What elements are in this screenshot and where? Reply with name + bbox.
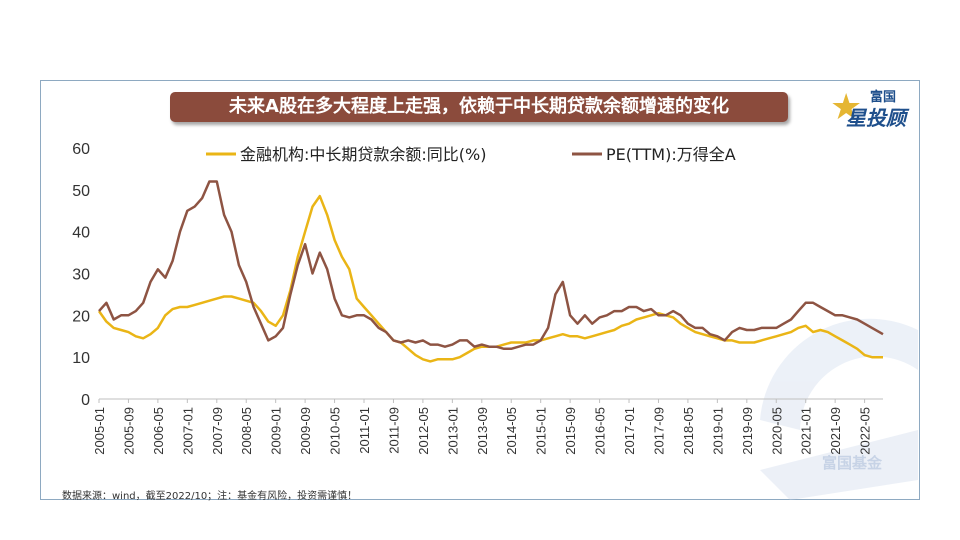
chart-frame bbox=[40, 80, 920, 500]
series-line-loan-growth bbox=[97, 194, 883, 363]
x-tick-label: 2016-05 bbox=[593, 407, 608, 455]
source-note: 数据来源：wind，截至2022/10；注：基金有风险，投资需谨慎！ bbox=[62, 491, 358, 502]
brand-logo: ★ 富国 星投顾 bbox=[830, 86, 910, 131]
x-tick-label: 2007-01 bbox=[180, 407, 195, 455]
watermark-arc-top bbox=[760, 318, 918, 430]
watermark-emblem bbox=[760, 318, 918, 500]
y-tick-label: 30 bbox=[72, 267, 90, 284]
x-tick-label: 2006-05 bbox=[151, 407, 166, 455]
y-tick-label: 60 bbox=[72, 141, 90, 158]
x-tick-label: 2011-01 bbox=[357, 407, 372, 454]
watermark-arc-bottom bbox=[760, 430, 918, 500]
x-tick-label: 2009-09 bbox=[298, 407, 313, 455]
x-tick-label: 2010-05 bbox=[328, 407, 343, 455]
chart-title-banner: 未来A股在多大程度上走强，依赖于中长期贷款余额增速的变化 bbox=[170, 92, 788, 122]
y-tick-label: 50 bbox=[72, 183, 90, 200]
x-tick-label: 2013-01 bbox=[445, 407, 460, 455]
star-icon: ★ bbox=[830, 87, 863, 128]
x-tick-label: 2013-09 bbox=[475, 407, 490, 455]
legend-label: 金融机构:中长期贷款余额:同比(%) bbox=[240, 145, 486, 164]
watermark-text: 富国基金 bbox=[822, 454, 883, 472]
x-tick-label: 2019-09 bbox=[740, 407, 755, 455]
x-tick-label: 2005-09 bbox=[121, 407, 136, 455]
x-tick-label: 2009-01 bbox=[269, 407, 284, 455]
x-tick-label: 2019-01 bbox=[710, 407, 725, 455]
legend: 金融机构:中长期贷款余额:同比(%) PE(TTM):万得全A bbox=[206, 145, 736, 164]
y-tick-label: 20 bbox=[72, 308, 90, 325]
y-axis: 0 10 20 30 40 50 60 bbox=[72, 141, 90, 409]
logo-line2: 星投顾 bbox=[846, 106, 906, 130]
x-tick-label: 2018-05 bbox=[681, 407, 696, 455]
y-tick-label: 10 bbox=[72, 350, 90, 367]
x-tick-label: 2020-05 bbox=[769, 407, 784, 455]
x-tick-label: 2021-01 bbox=[799, 407, 814, 455]
x-tick-label: 2008-05 bbox=[239, 407, 254, 455]
legend-label: PE(TTM):万得全A bbox=[606, 145, 736, 164]
x-tick-label: 2007-09 bbox=[210, 407, 225, 455]
series-lines bbox=[97, 180, 884, 363]
chart-title: 未来A股在多大程度上走强，依赖于中长期贷款余额增速的变化 bbox=[229, 96, 729, 117]
x-tick-label: 2021-09 bbox=[828, 407, 843, 455]
x-axis: 2005-01 2005-09 2006-05 2007-01 2007-09 2008-… bbox=[92, 398, 883, 455]
x-tick-label: 2017-01 bbox=[622, 407, 637, 455]
x-tick-label: 2015-01 bbox=[534, 407, 549, 455]
y-tick-label: 0 bbox=[81, 392, 90, 409]
y-tick-label: 40 bbox=[72, 225, 90, 242]
logo-line1: 富国 bbox=[870, 90, 897, 105]
x-tick-label: 2012-05 bbox=[416, 407, 431, 455]
x-tick-label: 2017-09 bbox=[651, 407, 666, 455]
series-line-pe-ttm bbox=[98, 180, 884, 351]
x-tick-label: 2014-05 bbox=[504, 407, 519, 455]
x-tick-label: 2011-09 bbox=[386, 407, 401, 454]
x-tick-label: 2015-09 bbox=[563, 407, 578, 455]
x-tick-label: 2022-05 bbox=[858, 407, 873, 455]
x-tick-label: 2005-01 bbox=[92, 407, 107, 455]
